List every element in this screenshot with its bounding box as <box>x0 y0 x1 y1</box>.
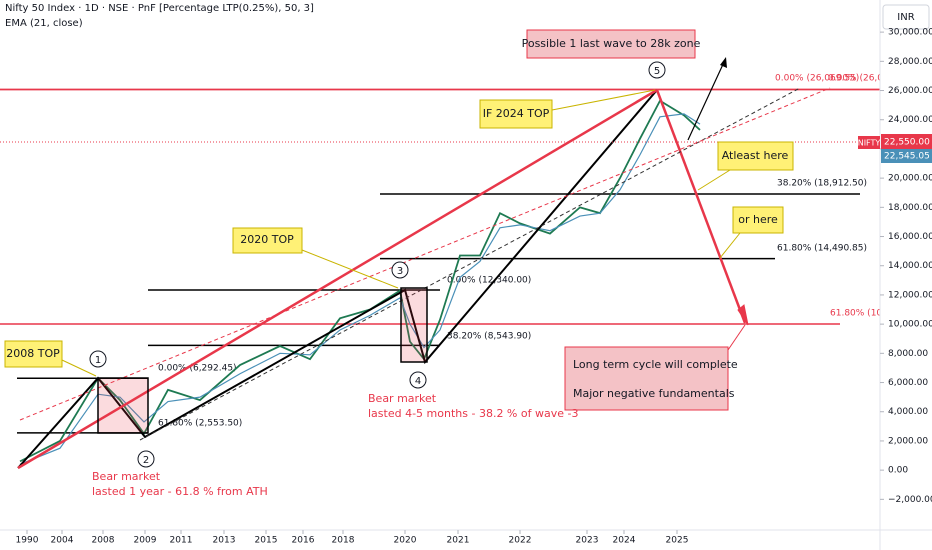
x-tick-label: 2023 <box>576 536 599 546</box>
drawings <box>0 57 880 470</box>
x-tick-label: 2004 <box>51 536 74 546</box>
y-tick-label: 24,000.00 <box>888 115 932 125</box>
x-tick-label: 2016 <box>292 536 315 546</box>
level-label: 38.20% (8,543.90) <box>447 332 531 342</box>
note: lasted 4-5 months - 38.2 % of wave -3 <box>368 407 578 420</box>
currency[interactable]: INR <box>897 12 914 23</box>
currency-box[interactable] <box>882 4 930 30</box>
wave-label: 4 <box>415 376 421 387</box>
x-tick-label: 2024 <box>613 536 636 546</box>
x-tick-label: 2020 <box>394 536 417 546</box>
callout: 2008 TOP <box>6 347 60 360</box>
level-label: 38.20% (18,912.50) <box>777 179 867 189</box>
price-badge <box>881 134 932 149</box>
y-tick-label: 30,000.00 <box>888 28 932 38</box>
y-tick-label: 2,000.00 <box>888 436 928 446</box>
x-tick-label: 2013 <box>213 536 236 546</box>
last-price: 22,550.00 <box>884 138 930 148</box>
chart-title: Nifty 50 Index · 1D · NSE · PnF [Percent… <box>5 3 314 14</box>
callout: Major negative fundamentals <box>573 387 735 400</box>
y-tick-label: 16,000.00 <box>888 232 932 242</box>
x-tick-label: 2009 <box>134 536 157 546</box>
callout: 2020 TOP <box>240 233 294 246</box>
y-tick-label: 20,000.00 <box>888 174 932 184</box>
callouts: Possible 1 last wave to 28k zone IF 2024… <box>4 29 794 498</box>
callout: IF 2024 TOP <box>483 107 550 120</box>
x-tick-label: 2022 <box>509 536 532 546</box>
note: Bear market <box>368 392 437 405</box>
wave-label: 3 <box>397 266 403 277</box>
level-label: 61.80% (2,553.50) <box>158 419 242 429</box>
level-label: 0.00% (26,069.55) <box>775 74 859 84</box>
callout: Atleast here <box>722 149 789 162</box>
wave-label: 5 <box>654 66 660 77</box>
indicator: EMA (21, close) <box>5 18 83 29</box>
symbol: NIFTY <box>858 139 881 148</box>
y-tick-label: 26,000.00 <box>888 86 932 96</box>
x-tick-label: 2021 <box>447 536 470 546</box>
callout: or here <box>738 213 778 226</box>
level-label: 0.00% (6,292.45) <box>158 364 237 374</box>
x-tick-label: 2025 <box>666 536 689 546</box>
y-tick-label: 14,000.00 <box>888 261 932 271</box>
level-label: 0.00% (26,069.5 <box>828 74 903 84</box>
symbol-badge <box>858 136 880 149</box>
y-tick-label: 8,000.00 <box>888 349 928 359</box>
y-tick-label: 6,000.00 <box>888 378 928 388</box>
x-tick-label: 1990 <box>16 536 39 546</box>
y-tick-label: 18,000.00 <box>888 203 932 213</box>
y-tick-label: 10,000.00 <box>888 320 932 330</box>
y-tick-label: 4,000.00 <box>888 407 928 417</box>
y-tick-label: 12,000.00 <box>888 290 932 300</box>
x-tick-label: 2011 <box>170 536 193 546</box>
y-tick-label: −2,000.00 <box>888 495 932 505</box>
callout: Possible 1 last wave to 28k zone <box>522 37 701 50</box>
y-tick-label: 0.00 <box>888 466 908 476</box>
x-tick-label: 2008 <box>92 536 115 546</box>
wave-markers <box>89 61 666 468</box>
wave-label: 2 <box>143 455 149 466</box>
level-label: 61.80% (10,006 <box>830 309 902 319</box>
level-label: 0.00% (12,340.00) <box>447 276 531 286</box>
y-tick-label: 28,000.00 <box>888 57 932 67</box>
note: lasted 1 year - 61.8 % from ATH <box>92 485 268 498</box>
x-tick-label: 2015 <box>255 536 278 546</box>
level-label: 61.80% (14,490.85) <box>777 244 867 254</box>
wave-label: 1 <box>95 355 101 366</box>
ema-price: 22,545.05 <box>884 152 930 162</box>
x-tick-label: 2018 <box>332 536 355 546</box>
callout: Long term cycle will complete <box>573 358 738 371</box>
callout-box <box>526 29 696 59</box>
note: Bear market <box>92 470 161 483</box>
ema-badge <box>881 149 932 163</box>
